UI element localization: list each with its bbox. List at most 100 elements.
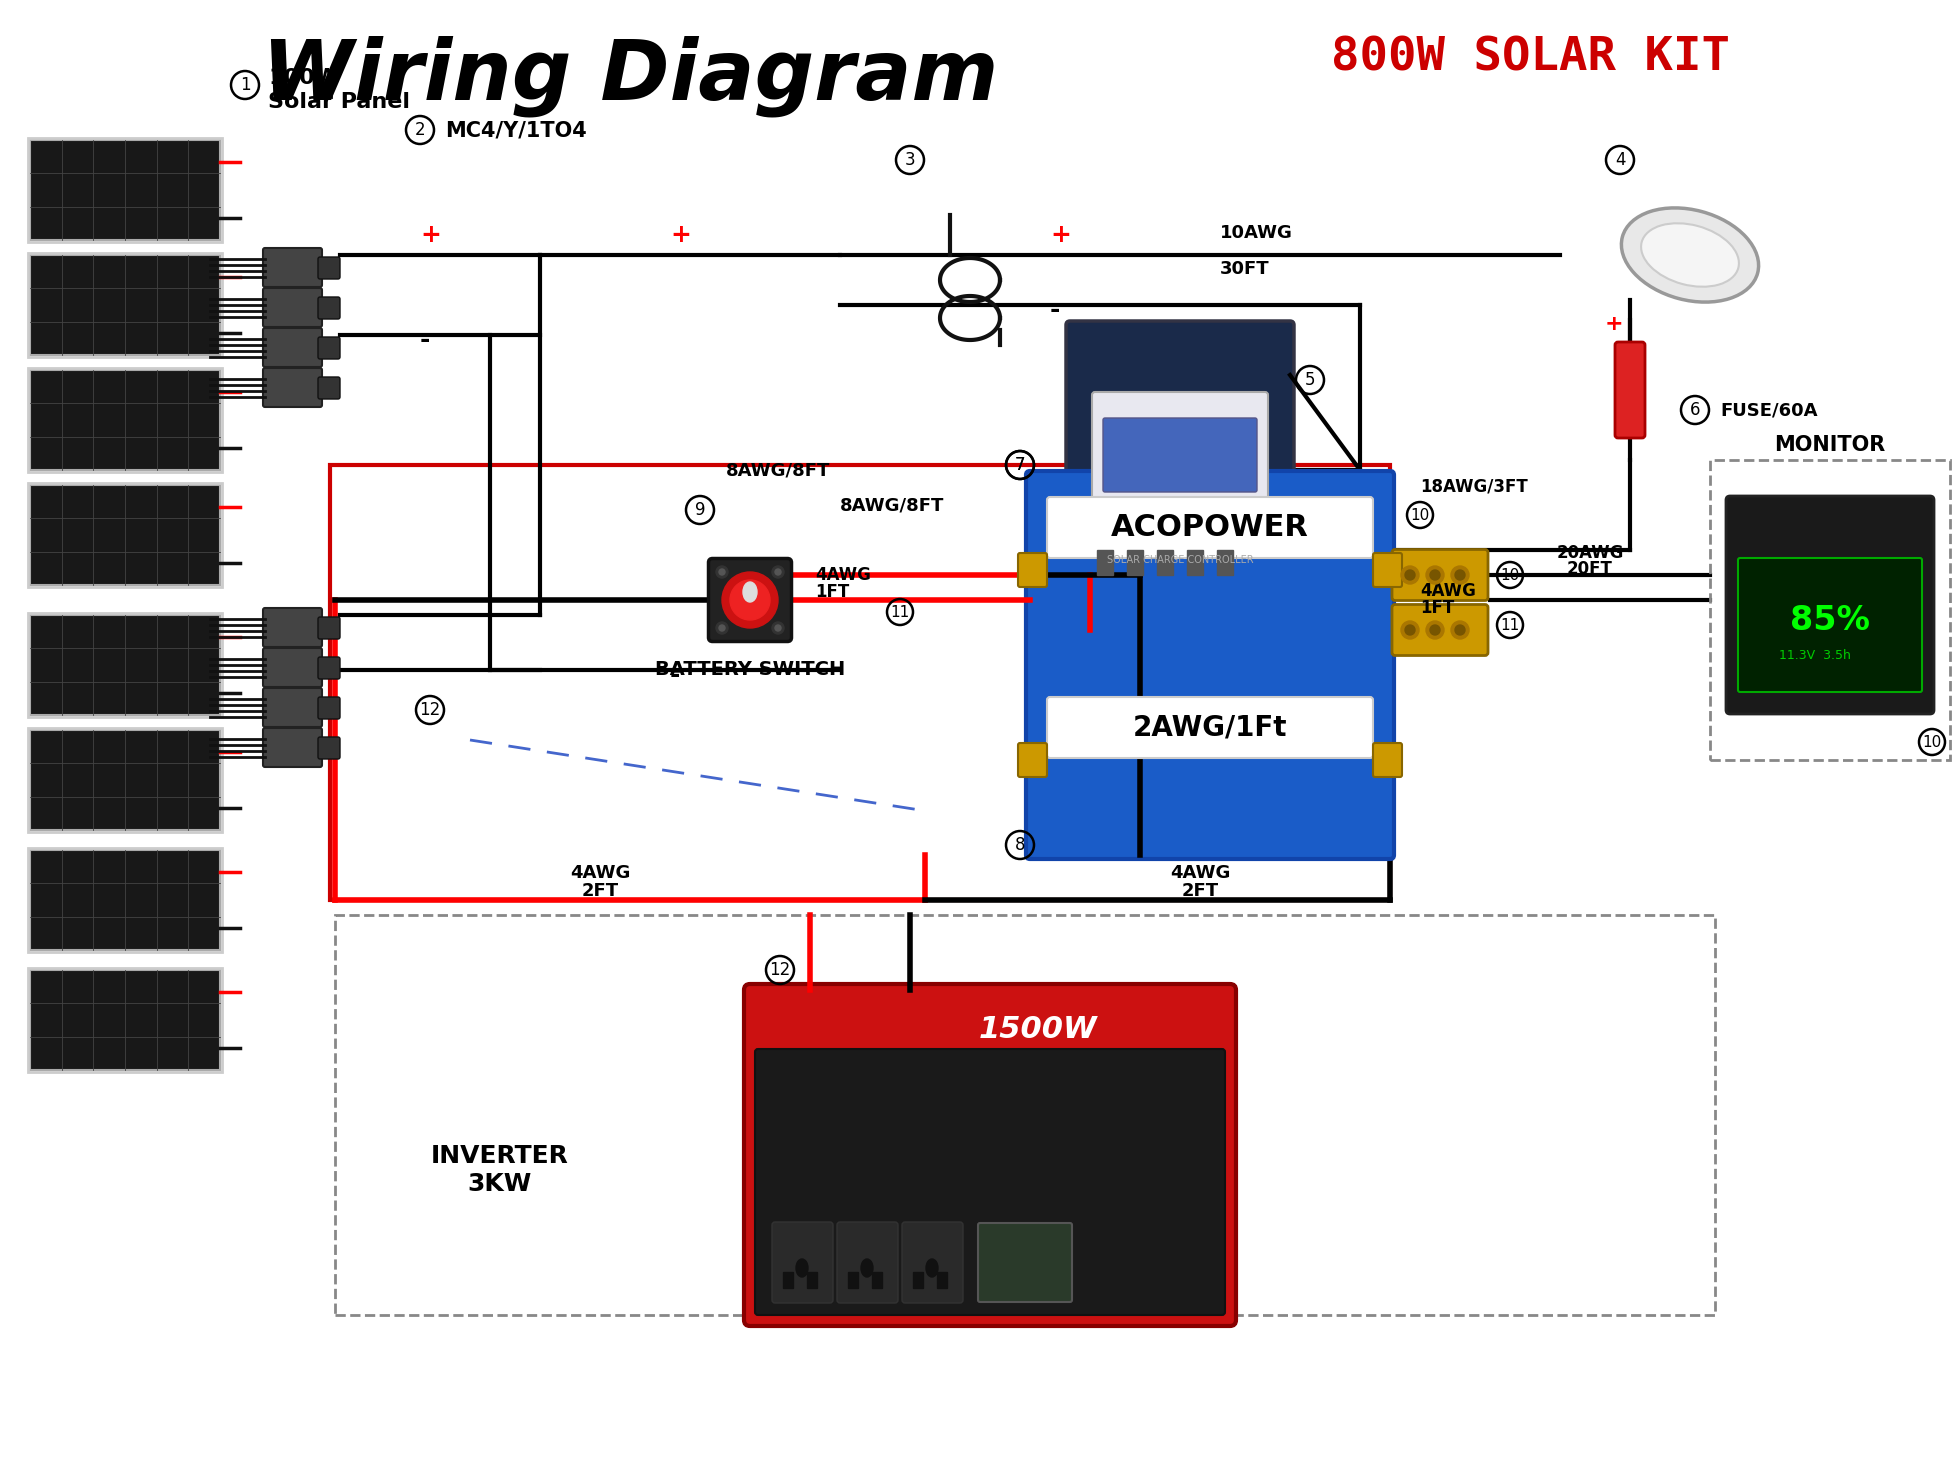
Circle shape — [721, 572, 778, 628]
FancyBboxPatch shape — [978, 1223, 1072, 1302]
Text: 2AWG/1Ft: 2AWG/1Ft — [1133, 713, 1288, 741]
Bar — [1098, 550, 1113, 575]
FancyBboxPatch shape — [263, 288, 321, 326]
Circle shape — [772, 622, 784, 634]
Ellipse shape — [1621, 207, 1758, 303]
FancyBboxPatch shape — [29, 370, 220, 470]
Text: 1500W: 1500W — [978, 1016, 1098, 1045]
Text: 9: 9 — [694, 501, 706, 519]
FancyBboxPatch shape — [318, 617, 339, 639]
Circle shape — [1401, 566, 1419, 584]
Text: 7: 7 — [1015, 456, 1025, 473]
FancyBboxPatch shape — [1739, 559, 1923, 692]
Text: 7: 7 — [1015, 456, 1025, 473]
Text: 4AWG: 4AWG — [815, 566, 870, 584]
FancyBboxPatch shape — [1103, 417, 1256, 492]
FancyBboxPatch shape — [29, 850, 220, 950]
FancyBboxPatch shape — [318, 376, 339, 398]
Text: 2: 2 — [416, 121, 425, 140]
FancyBboxPatch shape — [318, 257, 339, 279]
FancyBboxPatch shape — [745, 983, 1237, 1326]
FancyBboxPatch shape — [1017, 742, 1047, 778]
Ellipse shape — [743, 582, 757, 603]
Circle shape — [1427, 620, 1445, 639]
Text: 12: 12 — [770, 961, 790, 979]
FancyBboxPatch shape — [29, 731, 220, 831]
Circle shape — [715, 566, 727, 578]
FancyBboxPatch shape — [318, 337, 339, 359]
FancyBboxPatch shape — [318, 297, 339, 319]
FancyBboxPatch shape — [782, 1272, 794, 1288]
Circle shape — [1405, 625, 1415, 635]
Circle shape — [719, 625, 725, 631]
Text: 10: 10 — [1499, 567, 1519, 582]
FancyBboxPatch shape — [937, 1272, 947, 1288]
Text: 18AWG/3FT: 18AWG/3FT — [1419, 476, 1527, 495]
Text: 2FT: 2FT — [1182, 882, 1219, 900]
Text: 1FT: 1FT — [1419, 598, 1454, 617]
FancyBboxPatch shape — [263, 368, 321, 407]
Text: 4AWG: 4AWG — [1170, 864, 1231, 882]
Text: +: + — [1605, 315, 1623, 334]
FancyBboxPatch shape — [849, 1272, 858, 1288]
FancyBboxPatch shape — [913, 1272, 923, 1288]
Circle shape — [1405, 570, 1415, 581]
Text: +: + — [670, 223, 690, 247]
Circle shape — [774, 569, 780, 575]
Circle shape — [774, 625, 780, 631]
FancyBboxPatch shape — [755, 1050, 1225, 1316]
Text: +: + — [1051, 223, 1070, 247]
Bar — [1156, 550, 1172, 575]
FancyBboxPatch shape — [263, 328, 321, 368]
Text: 3: 3 — [906, 151, 915, 169]
Bar — [1127, 550, 1143, 575]
FancyBboxPatch shape — [902, 1222, 962, 1302]
FancyBboxPatch shape — [318, 657, 339, 679]
Text: 6: 6 — [1690, 401, 1699, 419]
Text: -: - — [1051, 298, 1060, 322]
FancyBboxPatch shape — [29, 254, 220, 354]
Text: SOLAR CHARGE CONTROLLER: SOLAR CHARGE CONTROLLER — [1107, 556, 1252, 564]
FancyBboxPatch shape — [29, 614, 220, 714]
Text: 8AWG/8FT: 8AWG/8FT — [841, 495, 945, 514]
FancyBboxPatch shape — [1017, 553, 1047, 587]
Circle shape — [729, 581, 770, 620]
Circle shape — [1450, 620, 1468, 639]
Text: 20FT: 20FT — [1568, 560, 1613, 578]
Circle shape — [1454, 570, 1464, 581]
FancyBboxPatch shape — [263, 688, 321, 728]
Text: 12: 12 — [419, 701, 441, 719]
Bar — [1217, 550, 1233, 575]
FancyBboxPatch shape — [1615, 343, 1644, 438]
Text: 11.3V  3.5h: 11.3V 3.5h — [1780, 648, 1850, 662]
Circle shape — [1431, 625, 1441, 635]
Text: 100W: 100W — [269, 68, 339, 88]
Text: Wiring Diagram: Wiring Diagram — [263, 35, 998, 116]
FancyBboxPatch shape — [1392, 550, 1488, 601]
Circle shape — [1454, 625, 1464, 635]
FancyBboxPatch shape — [318, 697, 339, 719]
Text: BATTERY SWITCH: BATTERY SWITCH — [655, 660, 845, 679]
FancyBboxPatch shape — [29, 485, 220, 585]
Text: 800W SOLAR KIT: 800W SOLAR KIT — [1331, 35, 1729, 79]
Circle shape — [1401, 620, 1419, 639]
FancyBboxPatch shape — [263, 609, 321, 647]
Circle shape — [772, 566, 784, 578]
Text: 10AWG: 10AWG — [1219, 223, 1294, 243]
Text: 11: 11 — [890, 604, 909, 619]
Text: -: - — [419, 328, 431, 351]
Text: MPPT: MPPT — [1162, 538, 1200, 553]
Text: MONITOR: MONITOR — [1774, 435, 1886, 456]
Text: 2FT: 2FT — [582, 882, 619, 900]
FancyBboxPatch shape — [708, 559, 792, 641]
FancyBboxPatch shape — [318, 736, 339, 759]
Bar — [1188, 550, 1203, 575]
Text: 5: 5 — [1305, 370, 1315, 390]
FancyBboxPatch shape — [872, 1272, 882, 1288]
Text: 1FT: 1FT — [815, 584, 849, 601]
Text: +: + — [419, 223, 441, 247]
FancyBboxPatch shape — [1066, 320, 1294, 579]
Text: 4AWG: 4AWG — [1419, 582, 1476, 600]
Text: -: - — [419, 659, 431, 682]
Text: Solar Panel: Solar Panel — [269, 93, 410, 112]
